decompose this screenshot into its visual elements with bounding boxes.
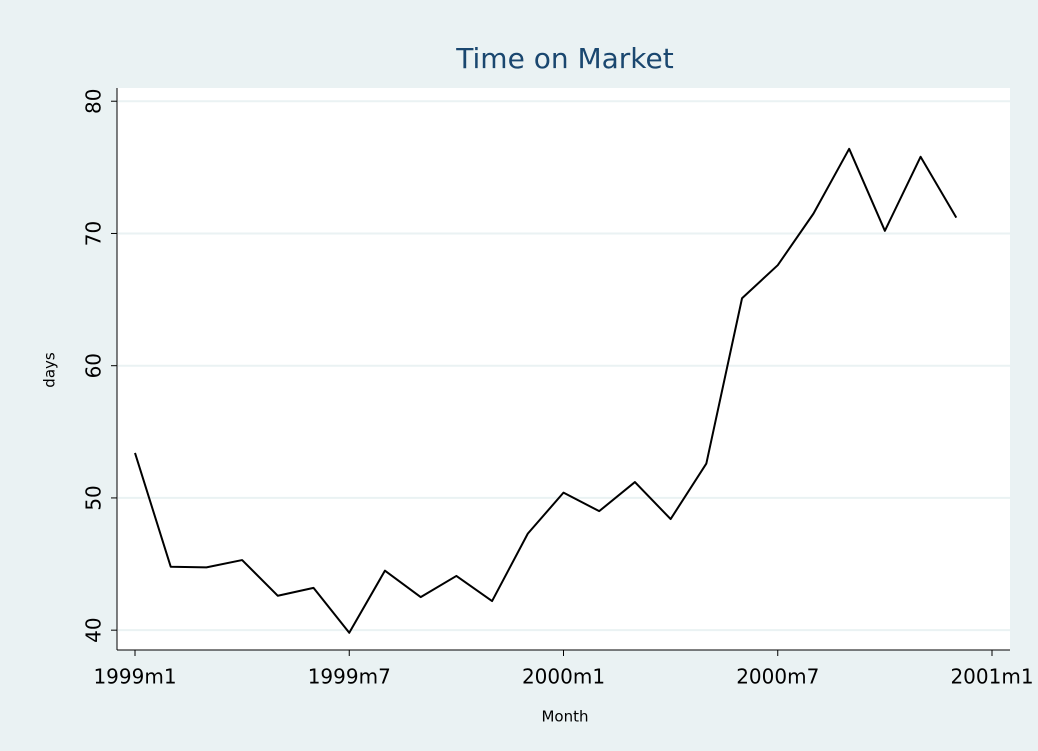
chart-title: Time on Market: [455, 42, 673, 75]
plot-area: [117, 88, 1010, 650]
x-tick-label: 1999m1: [93, 665, 176, 689]
x-tick-label: 2001m1: [950, 665, 1033, 689]
y-axis-title: days: [41, 352, 59, 388]
x-tick-label: 2000m1: [522, 665, 605, 689]
x-axis-title: Month: [541, 708, 588, 726]
y-tick-label: 70: [82, 221, 106, 246]
x-tick-label: 1999m7: [308, 665, 391, 689]
y-tick-label: 40: [82, 617, 106, 642]
y-tick-label: 80: [82, 88, 106, 113]
y-tick-label: 60: [82, 353, 106, 378]
x-tick-label: 2000m7: [736, 665, 819, 689]
y-tick-label: 50: [82, 485, 106, 510]
line-series: [134, 147, 958, 634]
